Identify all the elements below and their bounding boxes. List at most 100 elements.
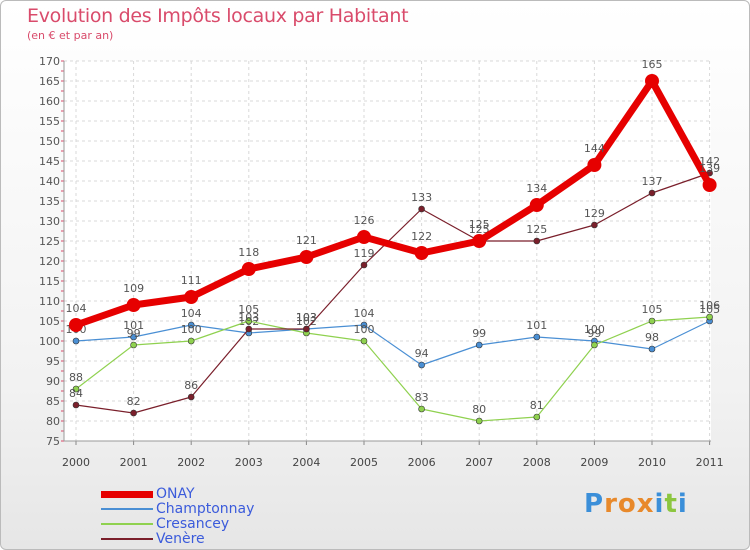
data-label-champtonnay: 100 [584, 323, 605, 336]
y-tick-label: 130 [39, 215, 60, 228]
plot-area [64, 61, 711, 441]
data-label-cresancey: 105 [642, 303, 663, 316]
x-tick-label: 2005 [350, 456, 378, 469]
data-label-cresancey: 99 [587, 327, 601, 340]
series-line-venre [75, 172, 710, 414]
x-tick-label: 2007 [465, 456, 493, 469]
chart-title: Evolution des Impôts locaux par Habitant [27, 5, 409, 27]
data-point-venre [418, 205, 425, 213]
legend-swatch-onay [101, 491, 153, 498]
data-point-onay [472, 234, 487, 248]
data-label-cresancey: 100 [354, 323, 375, 336]
y-tick-label: 160 [39, 95, 60, 108]
y-tick-label: 90 [46, 375, 60, 388]
data-point-onay [357, 230, 371, 244]
data-point-cresancey [533, 413, 541, 421]
y-tick-label: 110 [39, 295, 60, 308]
data-point-champtonnay [187, 321, 195, 329]
logo-letter: x [636, 489, 655, 519]
data-point-onay [126, 298, 141, 312]
y-tick-label: 125 [39, 235, 60, 248]
data-point-venre [360, 261, 368, 269]
data-label-cresancey: 80 [472, 403, 486, 416]
y-tick-label: 120 [39, 255, 60, 268]
data-point-cresancey [360, 337, 368, 345]
logo-letter: t [664, 489, 678, 519]
x-tick-label: 2001 [120, 456, 148, 469]
logo-letter: i [677, 489, 688, 519]
data-label-venre: 142 [699, 155, 720, 168]
data-label-champtonnay: 94 [415, 347, 429, 360]
y-tick-label: 135 [39, 195, 60, 208]
data-point-cresancey [72, 385, 80, 393]
data-point-champtonnay [648, 345, 656, 353]
y-tick-label: 150 [39, 135, 60, 148]
data-point-onay [645, 74, 659, 88]
y-tick-label: 145 [39, 155, 60, 168]
series-line-cresancey [75, 316, 710, 422]
data-label-cresancey: 105 [238, 303, 259, 316]
data-point-champtonnay [130, 333, 137, 341]
y-tick-label: 100 [39, 335, 60, 348]
data-point-cresancey [187, 337, 195, 345]
data-label-champtonnay: 103 [296, 311, 317, 324]
data-label-champtonnay: 101 [526, 319, 547, 332]
logo-letter: r [604, 489, 618, 519]
legend-swatch-venere [101, 538, 153, 540]
data-label-onay: 109 [123, 282, 144, 295]
data-label-venre: 103 [296, 311, 317, 324]
data-label-venre: 103 [238, 311, 259, 324]
data-point-venre [130, 409, 137, 417]
data-point-onay [414, 246, 429, 260]
y-tick-label: 170 [39, 55, 60, 68]
legend-label-onay: ONAY [156, 486, 195, 502]
data-label-venre: 133 [411, 191, 432, 204]
data-label-onay: 104 [66, 302, 87, 315]
data-point-venre [187, 393, 195, 401]
data-label-cresancey: 106 [699, 299, 720, 312]
y-tick-label: 140 [39, 175, 60, 188]
data-label-cresancey: 99 [127, 327, 141, 340]
legend-label-cresancey: Cresancey [156, 516, 230, 532]
logo-letter: o [617, 489, 637, 519]
data-point-onay [529, 198, 544, 212]
x-tick-label: 2009 [580, 456, 608, 469]
data-label-onay: 125 [469, 218, 490, 231]
data-point-onay [299, 250, 314, 264]
y-tick-label: 80 [46, 415, 60, 428]
chart-subtitle: (en € et par an) [27, 29, 114, 42]
legend-label-champtonnay: Champtonnay [156, 501, 255, 517]
data-point-cresancey [475, 417, 483, 425]
data-point-cresancey [418, 405, 425, 413]
logo-letter: i [654, 489, 665, 519]
data-label-onay: 121 [296, 234, 317, 247]
data-point-venre [303, 325, 310, 333]
data-point-champtonnay [475, 341, 483, 349]
data-point-champtonnay [418, 361, 425, 369]
y-tick-label: 85 [46, 395, 60, 408]
data-label-cresancey: 102 [296, 315, 317, 328]
data-point-champtonnay [360, 321, 368, 329]
data-label-venre: 137 [642, 175, 663, 188]
data-label-venre: 84 [69, 387, 83, 400]
y-tick-label: 75 [46, 435, 60, 448]
data-label-onay: 126 [354, 214, 375, 227]
data-label-champtonnay: 105 [699, 303, 720, 316]
data-label-champtonnay: 101 [123, 319, 144, 332]
data-point-champtonnay [533, 333, 541, 341]
series-line-onay [74, 77, 713, 329]
data-point-venre [591, 221, 598, 229]
data-label-onay: 111 [181, 274, 202, 287]
data-point-onay [587, 158, 602, 172]
data-label-venre: 119 [354, 247, 375, 260]
data-label-onay: 144 [584, 142, 605, 155]
y-tick-label: 115 [39, 275, 60, 288]
x-tick-label: 2011 [696, 456, 724, 469]
series-line-champtonnay [75, 320, 710, 366]
data-label-champtonnay: 98 [645, 331, 659, 344]
data-point-venre [533, 237, 541, 245]
x-tick-label: 2004 [292, 456, 320, 469]
x-tick-label: 2002 [177, 456, 205, 469]
